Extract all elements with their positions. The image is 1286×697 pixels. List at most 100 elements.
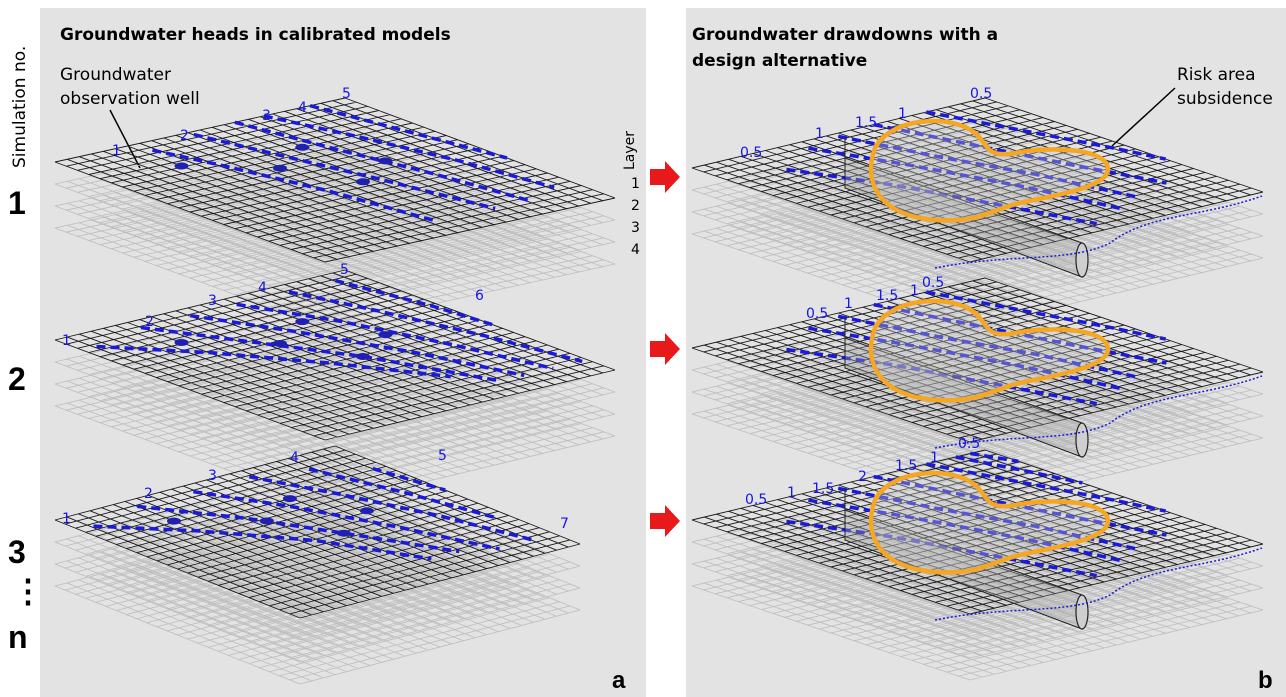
well-label-line1: Groundwater [60, 65, 171, 85]
panel-a-title: Groundwater heads in calibrated models [60, 25, 451, 45]
lower-layer-grid [691, 515, 1264, 681]
observation-well-icon [336, 529, 351, 537]
contour-line [263, 114, 555, 190]
risk-area-outline [868, 470, 1111, 575]
contour-label: 1 [62, 333, 71, 349]
observation-well-icon [295, 318, 310, 326]
contour-label: 1 [112, 143, 121, 159]
simulation-ellipsis: ⋮ [12, 573, 44, 609]
contour-line [152, 148, 438, 223]
lower-layer-grid [691, 163, 1264, 329]
contour-label: 0.5 [740, 145, 762, 161]
risk-area-outline [868, 118, 1111, 223]
contour-line [309, 104, 508, 160]
well-leader-line [109, 109, 141, 169]
contour-line [808, 146, 1125, 211]
contour-line [308, 467, 496, 520]
contour-line [926, 462, 1167, 513]
observation-well-icon [356, 353, 370, 360]
simulation-map-b-1: 0.5 1 1.5 1 0.5 [691, 86, 1264, 329]
observation-well-icon [378, 157, 393, 165]
observation-well-icon [174, 339, 189, 346]
tunnel-end [1075, 594, 1089, 630]
contour-label: 3 [208, 293, 217, 309]
lower-layer-grid [691, 493, 1264, 659]
observation-well-icon [295, 143, 310, 151]
observation-well-icon [174, 162, 189, 170]
contour-line [334, 278, 495, 327]
contour-line [808, 498, 1125, 563]
contour-line [926, 110, 1167, 161]
layer-number-2: 2 [631, 198, 640, 214]
panel-b-title-line2: design alternative [692, 51, 867, 71]
layer-number-4: 4 [631, 242, 640, 258]
panel-b-title-line1: Groundwater drawdowns with a [692, 25, 998, 45]
contour-label: 1 [910, 283, 919, 299]
contour-label: 6 [475, 288, 484, 304]
layer-number-3: 3 [631, 220, 640, 236]
contour-line [786, 519, 1098, 578]
contour-label: 2 [144, 486, 153, 502]
lower-layer-grid [691, 141, 1264, 307]
contour-label: 1 [844, 296, 853, 312]
panel-a-letter: a [612, 667, 626, 694]
risk-label-line1: Risk area [1177, 65, 1256, 85]
contour-label: 1.5 [876, 288, 898, 304]
contour-label: 4 [258, 280, 267, 296]
arrow-icon [650, 505, 680, 537]
lower-layer-grid [54, 511, 581, 685]
contour-label: 1.5 [855, 115, 877, 131]
contour-line [786, 167, 1098, 226]
contour-line [193, 489, 500, 551]
contour-label: 0.5 [970, 86, 992, 102]
contour-label: 1 [898, 106, 907, 122]
contour-line [190, 313, 525, 378]
contour-label: 1 [815, 126, 824, 142]
layer-title: Layer [622, 131, 638, 170]
layer-number-1: 1 [631, 176, 640, 192]
sidebar-title: Simulation no. [10, 46, 30, 168]
contour-line [372, 466, 446, 492]
contour-label: 7 [560, 516, 569, 532]
observation-well-icon [359, 507, 374, 515]
simulation-number-1: 1 [8, 185, 26, 221]
lower-layer-grid [691, 321, 1264, 487]
observation-well-icon [167, 517, 181, 525]
contour-label: 5 [340, 262, 349, 278]
top-layer-grid [54, 269, 616, 441]
contour-line [808, 326, 1125, 391]
contour-label: 0.5 [958, 436, 980, 452]
drawdown-profile [934, 195, 1263, 269]
contour-label: 0.5 [745, 492, 767, 508]
simulation-map-b-2: 0.5 1 1.5 1 0.5 [691, 275, 1264, 509]
tunnel-end [1075, 422, 1089, 458]
panel-b-maps: 0.511.510.50.51 1.5 1 0.50.5 1 1.521.5 10.5 [691, 86, 1264, 681]
contour-label: 2 [180, 128, 189, 144]
contour-line [970, 451, 1019, 464]
contour-line [96, 344, 451, 379]
observation-well-icon [282, 495, 297, 503]
simulation-number-3: 3 [8, 534, 26, 570]
contour-line [248, 475, 534, 542]
contour-label: 5 [342, 86, 351, 102]
contour-label: 2 [145, 314, 154, 330]
simulation-number-n: n [8, 619, 28, 655]
contour-label: 1.5 [895, 458, 917, 474]
contour-label: 4 [290, 450, 299, 466]
lower-layer-grid [54, 489, 581, 663]
risk-label-line2: subsidence [1177, 89, 1273, 109]
observation-well-icon [259, 517, 274, 525]
arrow-icon [650, 333, 680, 365]
contour-label: 1 [62, 511, 71, 527]
contour-label: 1.5 [812, 481, 834, 497]
simulation-map-b-3: 0.5 1 1.5 2 1.5 1 0.5 [691, 436, 1264, 681]
simulation-map-a-1: 1 2 3 4 5 [54, 86, 616, 329]
contour-line [137, 504, 460, 554]
contour-label: 1 [787, 485, 796, 501]
risk-leader-line [1111, 87, 1176, 147]
risk-area-outline [868, 298, 1111, 403]
contour-line [236, 302, 554, 371]
simulation-map-a-3: 1 2 3 4 5 7 [54, 445, 581, 685]
observation-well-icon [273, 340, 287, 347]
